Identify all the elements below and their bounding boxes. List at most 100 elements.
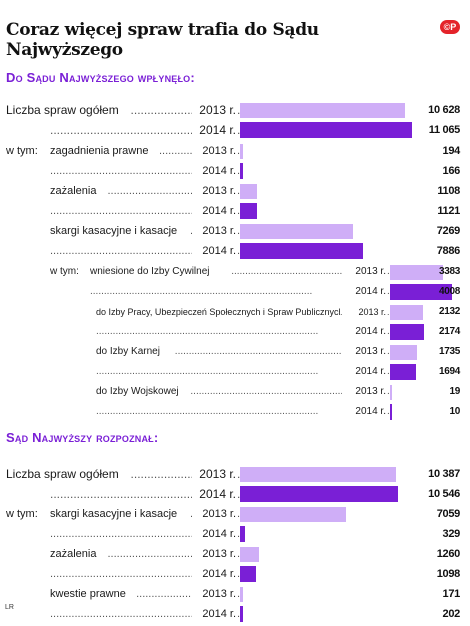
dotted-leader: ........................................…	[107, 185, 192, 197]
source-label: LR	[5, 604, 14, 611]
dotted-leader: ........................................…	[340, 302, 342, 322]
category-label: Liczba spraw ogółem	[6, 103, 119, 117]
bar-row: ........................................…	[0, 402, 470, 422]
bar-2013	[390, 385, 392, 400]
year-label: 2014 r.	[199, 487, 236, 501]
bar-row: w tym: zagadnienia prawne................…	[0, 141, 470, 161]
value-label: 10	[449, 406, 460, 417]
dotted-leader: ..	[237, 103, 241, 117]
year-label: 2013 r.	[202, 185, 236, 197]
year-label: 2013 r.	[355, 346, 386, 357]
value-label: 7269	[436, 225, 461, 237]
bar-row: ........................................…	[0, 362, 470, 382]
dotted-leader: ..	[237, 225, 241, 237]
dotted-leader: ........................................…	[50, 608, 192, 620]
dotted-leader: ..	[387, 326, 391, 337]
bar-2014	[390, 324, 424, 340]
value-label: 10 387	[428, 468, 460, 480]
dotted-leader: ..	[237, 528, 241, 540]
dotted-leader: ..	[237, 467, 241, 481]
year-label: 2014 r.	[355, 286, 386, 297]
dotted-leader: ........................................…	[190, 221, 192, 241]
value-label: 7886	[436, 245, 461, 257]
value-label: 1108	[437, 185, 460, 197]
year-label: 2013 r.	[199, 467, 236, 481]
bar-row: w tym: wniesione do Izby Cywilnej........…	[0, 262, 470, 282]
value-label: 11 065	[428, 124, 461, 136]
bar-row: w tym: skargi kasacyjne i kasacje........…	[0, 504, 470, 524]
year-label: 2013 r.	[199, 103, 236, 117]
value-label: 202	[442, 608, 461, 620]
bar-row: zażalenia...............................…	[0, 544, 470, 564]
year-label: 2014 r.	[355, 366, 386, 377]
bar-2013	[390, 345, 417, 360]
bar-row: do Izby Wojskowej.......................…	[0, 382, 470, 402]
dotted-leader: ........................................…	[190, 386, 342, 397]
value-label: 4008	[438, 286, 460, 297]
value-label: 171	[442, 588, 461, 600]
year-label: 2013 r.	[202, 548, 236, 560]
value-label: 329	[442, 528, 461, 540]
year-label: 2013 r.	[202, 508, 236, 520]
year-label: 2013 r.	[355, 266, 386, 277]
year-label: 2014 r.	[355, 406, 386, 417]
category-label: zażalenia	[50, 548, 97, 560]
bar-row: ........................................…	[0, 604, 470, 624]
year-label: 2014 r.	[202, 245, 236, 257]
bar-row: skargi kasacyjne i kasacje..............…	[0, 221, 470, 241]
category-label: zagadnienia prawne	[50, 145, 149, 157]
dotted-leader: ..	[237, 123, 241, 137]
category-label: do Izby Karnej	[96, 346, 160, 357]
category-label: kwestie prawne	[50, 588, 126, 600]
value-label: 1735	[438, 346, 460, 357]
bar-2013	[390, 305, 424, 320]
bar-2013	[240, 467, 396, 482]
dotted-leader: ........................................…	[50, 568, 192, 580]
section-heading: Sąd Najwyższy rozpoznał:	[6, 430, 159, 445]
dotted-leader: ........................................…	[50, 528, 192, 540]
dotted-leader: ........................................…	[96, 326, 319, 337]
bar-row: ........................................…	[0, 524, 470, 544]
bar-row: ........................................…	[0, 322, 470, 342]
bar-row: ........................................…	[0, 120, 470, 140]
dotted-leader: ........................................…	[96, 366, 319, 377]
bar-2014	[240, 486, 399, 502]
dotted-leader: ........................................…	[50, 487, 192, 501]
dotted-leader: ........................................…	[96, 406, 319, 417]
value-label: 1121	[437, 205, 460, 217]
bar-2013	[240, 224, 353, 239]
value-label: 194	[442, 145, 461, 157]
value-label: 166	[442, 165, 461, 177]
bar-row: ........................................…	[0, 564, 470, 584]
bar-2013	[240, 587, 243, 602]
bar-row: do Izby Karnej..........................…	[0, 342, 470, 362]
bar-2014	[240, 243, 363, 259]
year-label: 2014 r.	[199, 123, 236, 137]
bar-2013	[240, 103, 406, 118]
year-label: 2014 r.	[202, 528, 236, 540]
bar-2014	[240, 163, 243, 179]
value-label: 7059	[436, 508, 461, 520]
year-label: 2013 r.	[202, 225, 236, 237]
bar-2014	[240, 606, 244, 622]
value-label: 10 546	[428, 488, 460, 500]
dotted-leader: ..	[237, 487, 241, 501]
chart-title: Coraz więcej spraw trafia do Sądu Najwyż…	[6, 20, 319, 60]
value-label: 1260	[436, 548, 461, 560]
dotted-leader: ........................................…	[231, 266, 342, 277]
dotted-leader: ..	[237, 245, 241, 257]
year-label: 2014 r.	[202, 608, 236, 620]
bar-2013	[240, 144, 244, 159]
bar-row: ........................................…	[0, 484, 470, 504]
category-label: do Izby Wojskowej	[96, 386, 179, 397]
bar-2014	[240, 526, 245, 542]
value-label: 1694	[438, 366, 460, 377]
bar-row: Liczba spraw ogółem.....................…	[0, 100, 470, 120]
bar-2013	[240, 184, 258, 199]
bar-row: kwestie prawne..........................…	[0, 584, 470, 604]
dotted-leader: ........................................…	[158, 145, 192, 157]
bar-row: ........................................…	[0, 282, 470, 302]
bar-2014	[390, 404, 392, 420]
bar-row: ........................................…	[0, 161, 470, 181]
value-label: 19	[449, 386, 460, 397]
